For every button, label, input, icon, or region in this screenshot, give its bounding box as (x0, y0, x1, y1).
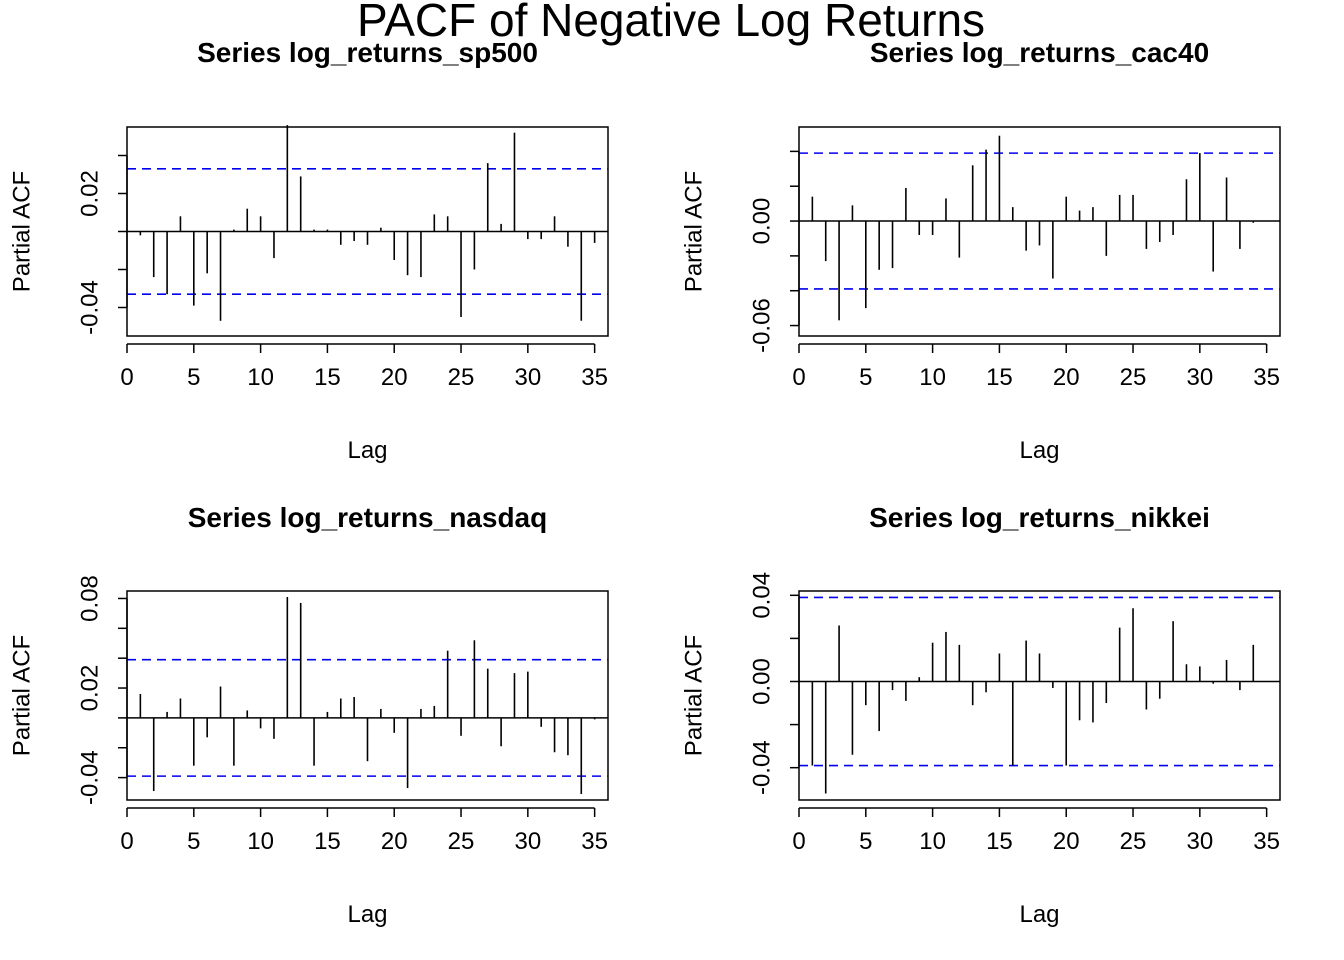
y-axis-label: Partial ACF (8, 171, 35, 292)
x-tick-label: 35 (1253, 364, 1280, 391)
y-tick-label: -0.04 (748, 740, 775, 795)
y-axis-label: Partial ACF (680, 171, 707, 292)
x-tick-label: 15 (986, 828, 1013, 855)
x-tick-label: 20 (1053, 364, 1080, 391)
x-tick-label: 10 (247, 364, 274, 391)
x-tick-label: 15 (314, 364, 341, 391)
y-tick-label: 0.00 (748, 658, 775, 705)
x-tick-label: 35 (581, 364, 608, 391)
x-tick-label: 30 (514, 828, 541, 855)
pacf-panel-1: Series log_returns_sp500 0 5 10 15 20 25 30 35 -0… (8, 37, 609, 464)
y-tick-label: -0.04 (76, 280, 103, 335)
x-tick-label: 5 (187, 364, 200, 391)
x-tick-label: 35 (581, 828, 608, 855)
plot-frame (798, 590, 1281, 801)
x-tick-label: 25 (1120, 828, 1147, 855)
x-tick-label: 10 (919, 364, 946, 391)
x-tick-label: 0 (120, 828, 133, 855)
y-tick-label: 0.02 (76, 665, 103, 712)
x-tick-label: 5 (859, 364, 872, 391)
x-tick-label: 25 (448, 364, 475, 391)
y-tick-label: -0.04 (76, 750, 103, 805)
x-tick-label: 0 (792, 828, 805, 855)
x-tick-label: 5 (187, 828, 200, 855)
x-tick-label: 30 (1186, 828, 1213, 855)
x-axis-label: Lag (347, 901, 387, 928)
x-tick-label: 20 (381, 828, 408, 855)
x-tick-label: 25 (448, 828, 475, 855)
x-tick-label: 0 (792, 364, 805, 391)
x-axis-label: Lag (1019, 901, 1059, 928)
pacf-panel-4: Series log_returns_nikkei 0 5 10 15 20 25 30 35 -… (680, 502, 1281, 928)
x-tick-label: 20 (1053, 828, 1080, 855)
x-tick-label: 30 (1186, 364, 1213, 391)
y-tick-label: 0.00 (748, 198, 775, 245)
x-axis-label: Lag (1019, 437, 1059, 464)
y-tick-label: 0.04 (748, 572, 775, 619)
x-tick-label: 10 (247, 828, 274, 855)
x-tick-label: 15 (986, 364, 1013, 391)
x-tick-label: 25 (1120, 364, 1147, 391)
panel-title: Series log_returns_nasdaq (188, 502, 547, 533)
panel-title: Series log_returns_cac40 (870, 37, 1209, 68)
panel-title: Series log_returns_nikkei (869, 502, 1210, 533)
y-axis-label: Partial ACF (680, 635, 707, 756)
x-tick-label: 5 (859, 828, 872, 855)
panel-title: Series log_returns_sp500 (197, 37, 538, 68)
x-tick-label: 30 (514, 364, 541, 391)
y-axis-label: Partial ACF (8, 635, 35, 756)
x-tick-label: 15 (314, 828, 341, 855)
x-tick-label: 35 (1253, 828, 1280, 855)
main-title: PACF of Negative Log Returns (357, 0, 985, 46)
x-tick-label: 0 (120, 364, 133, 391)
x-tick-label: 10 (919, 828, 946, 855)
y-tick-label: 0.02 (76, 170, 103, 217)
plot-frame (126, 590, 609, 801)
x-tick-label: 20 (381, 364, 408, 391)
x-axis-label: Lag (347, 437, 387, 464)
y-tick-label: 0.08 (76, 575, 103, 622)
pacf-panel-3: Series log_returns_nasdaq 0 5 10 15 20 25 30 35 -… (8, 502, 609, 928)
pacf-panel-2: Series log_returns_cac40 0 5 10 15 20 25 30 35 -0… (680, 37, 1281, 464)
y-tick-label: -0.06 (748, 298, 775, 353)
